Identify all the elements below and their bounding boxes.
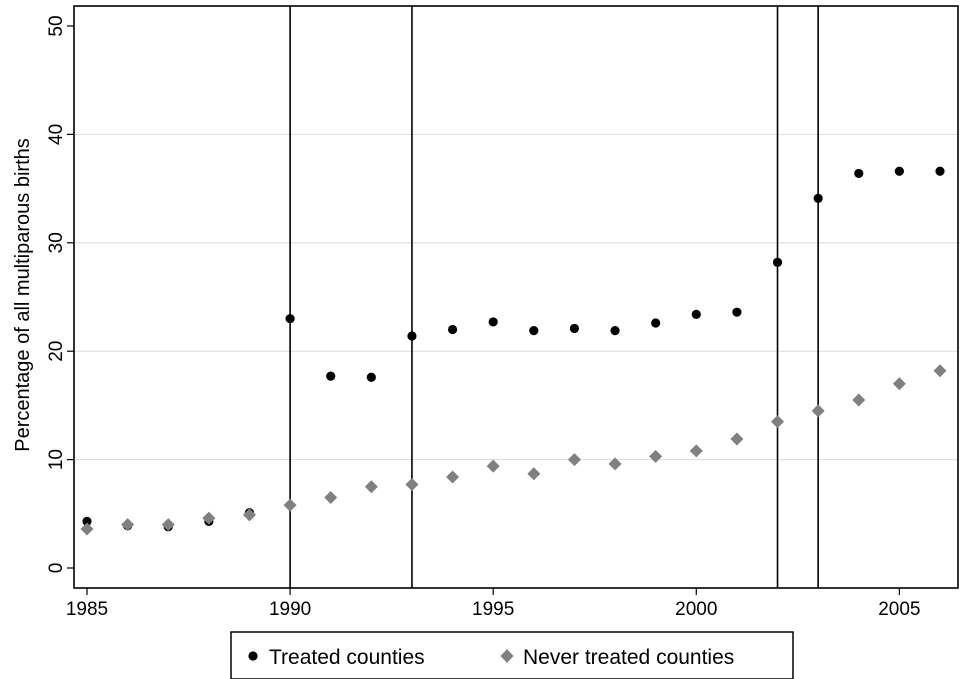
y-tick-label: 10 xyxy=(46,449,67,470)
point-never-treated xyxy=(405,478,419,492)
point-treated xyxy=(366,372,376,382)
point-never-treated xyxy=(364,480,378,494)
legend-marker-never-treated xyxy=(500,649,514,663)
point-never-treated xyxy=(202,511,216,525)
point-never-treated xyxy=(811,404,825,418)
x-axis: 1985 1990 1995 2000 2005 xyxy=(66,588,921,620)
point-never-treated xyxy=(689,444,703,458)
series-treated xyxy=(82,166,945,532)
point-never-treated xyxy=(852,393,866,407)
point-never-treated xyxy=(283,498,297,512)
x-tick-label: 2005 xyxy=(878,599,920,620)
gridlines xyxy=(74,133,958,461)
point-never-treated xyxy=(649,449,663,463)
point-treated xyxy=(569,323,580,334)
y-tick-label: 40 xyxy=(46,124,67,145)
y-tick-label: 50 xyxy=(46,15,67,36)
y-axis-title: Percentage of all multiparous births xyxy=(12,138,34,452)
point-treated xyxy=(732,307,742,317)
point-never-treated xyxy=(80,522,94,536)
point-treated xyxy=(82,516,92,526)
legend: Treated counties Never treated counties xyxy=(230,631,794,679)
point-never-treated xyxy=(242,508,256,522)
point-treated xyxy=(935,166,945,176)
point-never-treated xyxy=(527,467,541,481)
point-treated xyxy=(407,331,417,341)
x-tick-label: 2000 xyxy=(675,599,717,620)
point-never-treated xyxy=(161,518,175,532)
legend-label-never-treated: Never treated counties xyxy=(523,646,734,669)
point-treated xyxy=(529,326,539,336)
series-never-treated xyxy=(80,364,947,536)
point-never-treated xyxy=(933,364,947,378)
vertical-lines xyxy=(289,6,819,588)
point-treated xyxy=(447,324,458,335)
point-never-treated xyxy=(892,377,906,391)
point-treated xyxy=(285,314,295,324)
legend-label-treated: Treated counties xyxy=(269,646,425,669)
point-never-treated xyxy=(324,491,338,505)
point-never-treated xyxy=(121,518,135,532)
point-never-treated xyxy=(567,453,581,467)
point-treated xyxy=(691,309,701,319)
point-never-treated xyxy=(486,459,500,473)
point-treated xyxy=(488,317,498,327)
point-treated xyxy=(326,371,336,381)
plot-frame xyxy=(73,5,959,589)
point-never-treated xyxy=(771,415,785,429)
y-tick-label: 30 xyxy=(46,232,67,253)
y-tick-label: 20 xyxy=(46,341,67,362)
point-treated xyxy=(772,257,783,267)
legend-marker-treated xyxy=(248,651,258,661)
point-treated xyxy=(610,326,620,336)
x-tick-label: 1995 xyxy=(472,599,514,620)
point-treated xyxy=(894,166,904,176)
x-tick-label: 1985 xyxy=(66,599,108,620)
plot-area: 0 10 20 30 40 50 1985 1990 1995 2000 2005 xyxy=(46,5,959,620)
point-never-treated xyxy=(446,470,460,484)
x-tick-label: 1990 xyxy=(269,599,311,620)
point-treated xyxy=(854,168,864,179)
y-axis: 0 10 20 30 40 50 xyxy=(46,15,74,573)
point-never-treated xyxy=(730,432,744,446)
point-treated xyxy=(651,318,661,328)
y-tick-label: 0 xyxy=(46,563,67,574)
point-treated xyxy=(813,193,823,203)
point-never-treated xyxy=(608,457,622,471)
